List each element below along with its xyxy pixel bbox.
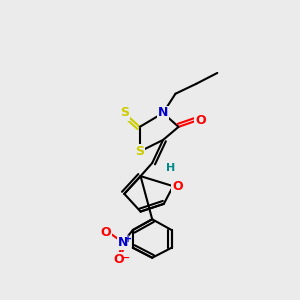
Text: O: O <box>114 253 124 266</box>
Text: S: S <box>135 145 144 158</box>
Text: N: N <box>158 106 168 119</box>
Text: S: S <box>120 106 129 119</box>
Text: H: H <box>166 164 176 173</box>
Text: O: O <box>100 226 111 239</box>
Text: O: O <box>195 114 206 127</box>
Text: +: + <box>124 234 132 244</box>
Text: −: − <box>120 253 130 263</box>
Text: N: N <box>118 236 128 249</box>
Text: O: O <box>172 180 183 193</box>
